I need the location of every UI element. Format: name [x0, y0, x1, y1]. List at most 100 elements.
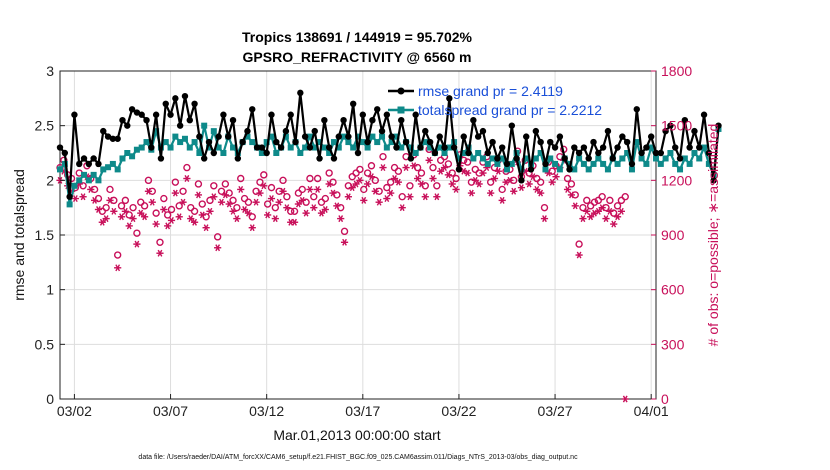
obs-possible-point	[179, 187, 187, 195]
obs-possible-point	[167, 205, 176, 214]
x-tick-label-0: 03/02	[57, 403, 92, 419]
legend-rmse-marker	[397, 87, 405, 95]
spread-point	[71, 182, 78, 189]
obs-assimilated-point	[394, 178, 402, 186]
asterisk-stroke	[269, 195, 274, 203]
asterisk-stroke	[115, 264, 121, 272]
rmse-point	[220, 111, 227, 118]
spread-point	[470, 155, 477, 162]
rmse-point	[691, 127, 698, 135]
obs-possible-point	[279, 176, 287, 185]
rmse-point	[705, 149, 713, 157]
obs-assimilated-point	[144, 187, 153, 195]
obs-assimilated-point	[467, 189, 476, 197]
rmse-point	[710, 177, 717, 184]
spread-point	[57, 166, 63, 173]
spread-point	[624, 150, 631, 156]
right-tick-label-0: 0	[661, 391, 669, 407]
obs-possible-point	[152, 209, 160, 217]
rmse-point	[374, 106, 381, 113]
obs-assimilated-point	[429, 175, 437, 182]
rmse-point	[282, 127, 290, 135]
obs-possible-point	[371, 176, 380, 185]
obs-possible-point	[294, 189, 303, 197]
obs-assimilated-point	[267, 195, 276, 203]
obs-possible-point	[463, 158, 472, 166]
asterisk-stroke	[480, 169, 486, 177]
asterisk-stroke	[96, 206, 101, 213]
spread-point	[297, 150, 304, 156]
obs-possible-point	[590, 198, 599, 206]
spread-point	[628, 166, 635, 173]
asterisk-stroke	[353, 180, 359, 188]
obs-assimilated-point	[110, 207, 118, 215]
rmse-point	[585, 155, 592, 162]
rmse-point	[599, 144, 607, 151]
rmse-point	[359, 111, 367, 118]
spread-point	[61, 160, 68, 167]
rmse-point	[104, 133, 112, 140]
spread-point	[210, 128, 217, 135]
rmse-point	[114, 135, 121, 142]
asterisk-stroke	[92, 196, 98, 204]
rmse-point	[595, 149, 602, 157]
asterisk-stroke	[618, 207, 624, 215]
obs-assimilated-point	[271, 215, 279, 223]
obs-assimilated-point	[414, 175, 422, 182]
obs-possible-point	[129, 203, 137, 212]
obs-assimilated-point	[167, 216, 176, 224]
rmse-point	[523, 133, 530, 140]
asterisk-stroke	[284, 204, 290, 212]
obs-possible-point	[536, 178, 545, 186]
obs-assimilated-point	[437, 167, 445, 175]
obs-assimilated-point	[583, 207, 591, 215]
asterisk-stroke	[538, 189, 544, 197]
obs-assimilated-point	[171, 189, 179, 197]
obs-possible-point	[567, 180, 576, 188]
asterisk-stroke	[334, 202, 340, 210]
rmse-point	[494, 155, 501, 162]
rmse-point	[364, 138, 371, 146]
obs-assimilated-point	[279, 187, 287, 195]
asterisk-stroke	[315, 185, 321, 193]
asterisk-stroke	[215, 244, 221, 252]
rmse-point	[244, 127, 251, 135]
asterisk-stroke	[319, 209, 324, 217]
x-axis-ticks: 03/02 03/07 03/12 03/17 03/22 03/27 04/01	[57, 394, 669, 419]
x-tick-label-2: 03/12	[249, 403, 284, 419]
obs-possible-point	[194, 180, 203, 188]
spread-point	[686, 160, 693, 167]
rmse-point	[124, 122, 131, 129]
obs-possible-point	[383, 183, 391, 192]
obs-possible-point	[579, 203, 587, 212]
rmse-point	[311, 127, 318, 135]
obs-possible-point	[187, 203, 195, 212]
asterisk-stroke	[522, 167, 528, 175]
spread-point	[696, 155, 703, 162]
obs-possible-point	[183, 163, 191, 172]
legend-rmse-label: rmse grand pr = 2.4119	[418, 83, 563, 99]
asterisk-stroke	[469, 189, 474, 197]
spread-point	[287, 144, 294, 151]
data-file-footnote: data file: /Users/raeder/DAI/ATM_forcXX/…	[138, 454, 578, 461]
rmse-point	[210, 149, 218, 157]
asterisk-stroke	[599, 204, 605, 212]
asterisk-stroke	[499, 196, 505, 204]
obs-assimilated-point	[329, 189, 337, 197]
asterisk-stroke	[326, 180, 332, 188]
obs-assimilated-point	[548, 178, 556, 186]
spread-point	[460, 150, 467, 156]
obs-assimilated-point	[517, 184, 526, 192]
rmse-point	[590, 138, 597, 146]
rmse-point	[633, 106, 640, 113]
left-tick-label-3: 1.5	[35, 227, 55, 243]
spread-point	[355, 133, 361, 140]
asterisk-stroke	[165, 222, 171, 230]
obs-assimilated-point	[356, 176, 364, 184]
spread-point	[518, 166, 525, 173]
obs-assimilated-point	[383, 195, 391, 203]
obs-assimilated-point	[225, 200, 233, 208]
spread-point	[85, 177, 92, 184]
rmse-point	[66, 193, 73, 200]
